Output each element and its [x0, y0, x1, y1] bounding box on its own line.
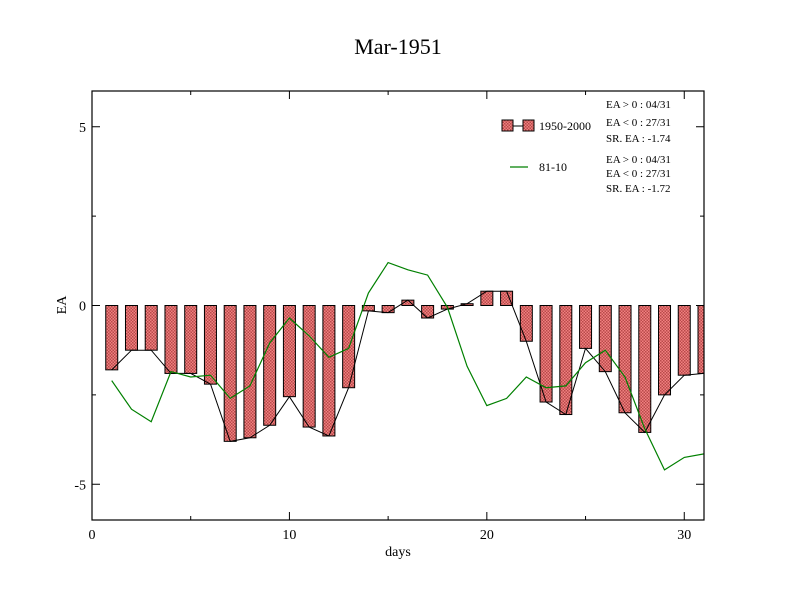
bar-8 — [243, 305, 257, 439]
bar-2 — [124, 305, 138, 351]
y-axis-label: EA — [55, 295, 70, 315]
y-tick-label: 0 — [79, 300, 86, 315]
bar-3 — [144, 305, 158, 351]
bar-21 — [500, 290, 514, 307]
bar-6 — [203, 305, 217, 385]
stats-line: SR. EA : -1.74 — [606, 133, 671, 145]
stats-line: EA < 0 : 27/31 — [606, 117, 671, 129]
stats-line: SR. EA : -1.72 — [606, 183, 670, 195]
bar-4 — [164, 305, 178, 374]
stats-line: EA > 0 : 04/31 — [606, 99, 671, 111]
bar-29 — [658, 305, 672, 396]
bar-11 — [302, 305, 316, 428]
x-tick-label: 0 — [89, 528, 96, 543]
stats-line: EA > 0 : 04/31 — [606, 154, 671, 166]
bar-25 — [579, 305, 593, 349]
legend-bar-swatch — [522, 119, 535, 132]
chart-title: Mar-1951 — [354, 34, 442, 59]
bar-26 — [598, 305, 612, 373]
x-tick-label: 30 — [677, 528, 691, 543]
bar-7 — [223, 305, 237, 442]
x-tick-label: 10 — [282, 528, 296, 543]
bar-22 — [519, 305, 533, 342]
axes: 0 10 20 30 -5 0 5 — [74, 90, 705, 543]
legend: 1950-2000 81-10 EA > 0 : 04/31 EA < 0 : 27/… — [501, 99, 671, 195]
legend-label-1950-2000: 1950-2000 — [539, 119, 591, 133]
bar-31 — [697, 305, 704, 374]
bar-1 — [105, 305, 119, 371]
bar-series-connector — [111, 290, 704, 442]
stats-line: EA < 0 : 27/31 — [606, 168, 671, 180]
bar-24 — [559, 305, 573, 416]
plot-marks — [105, 261, 704, 471]
plot-area — [105, 261, 704, 471]
x-tick-label: 20 — [480, 528, 494, 543]
bar-27 — [618, 305, 632, 414]
bar-30 — [677, 305, 691, 376]
bar-5 — [184, 305, 198, 374]
line-series-81-10 — [111, 261, 704, 471]
bar-15 — [381, 305, 395, 314]
y-tick-label: -5 — [74, 478, 86, 493]
bar-12 — [322, 305, 336, 437]
legend-label-81-10: 81-10 — [539, 160, 567, 174]
y-tick-label: 5 — [79, 121, 86, 136]
bar-9 — [263, 305, 277, 426]
legend-bar-swatch — [501, 119, 514, 132]
x-axis-label: days — [385, 545, 411, 560]
bar-10 — [282, 305, 296, 398]
bar-28 — [638, 305, 652, 433]
